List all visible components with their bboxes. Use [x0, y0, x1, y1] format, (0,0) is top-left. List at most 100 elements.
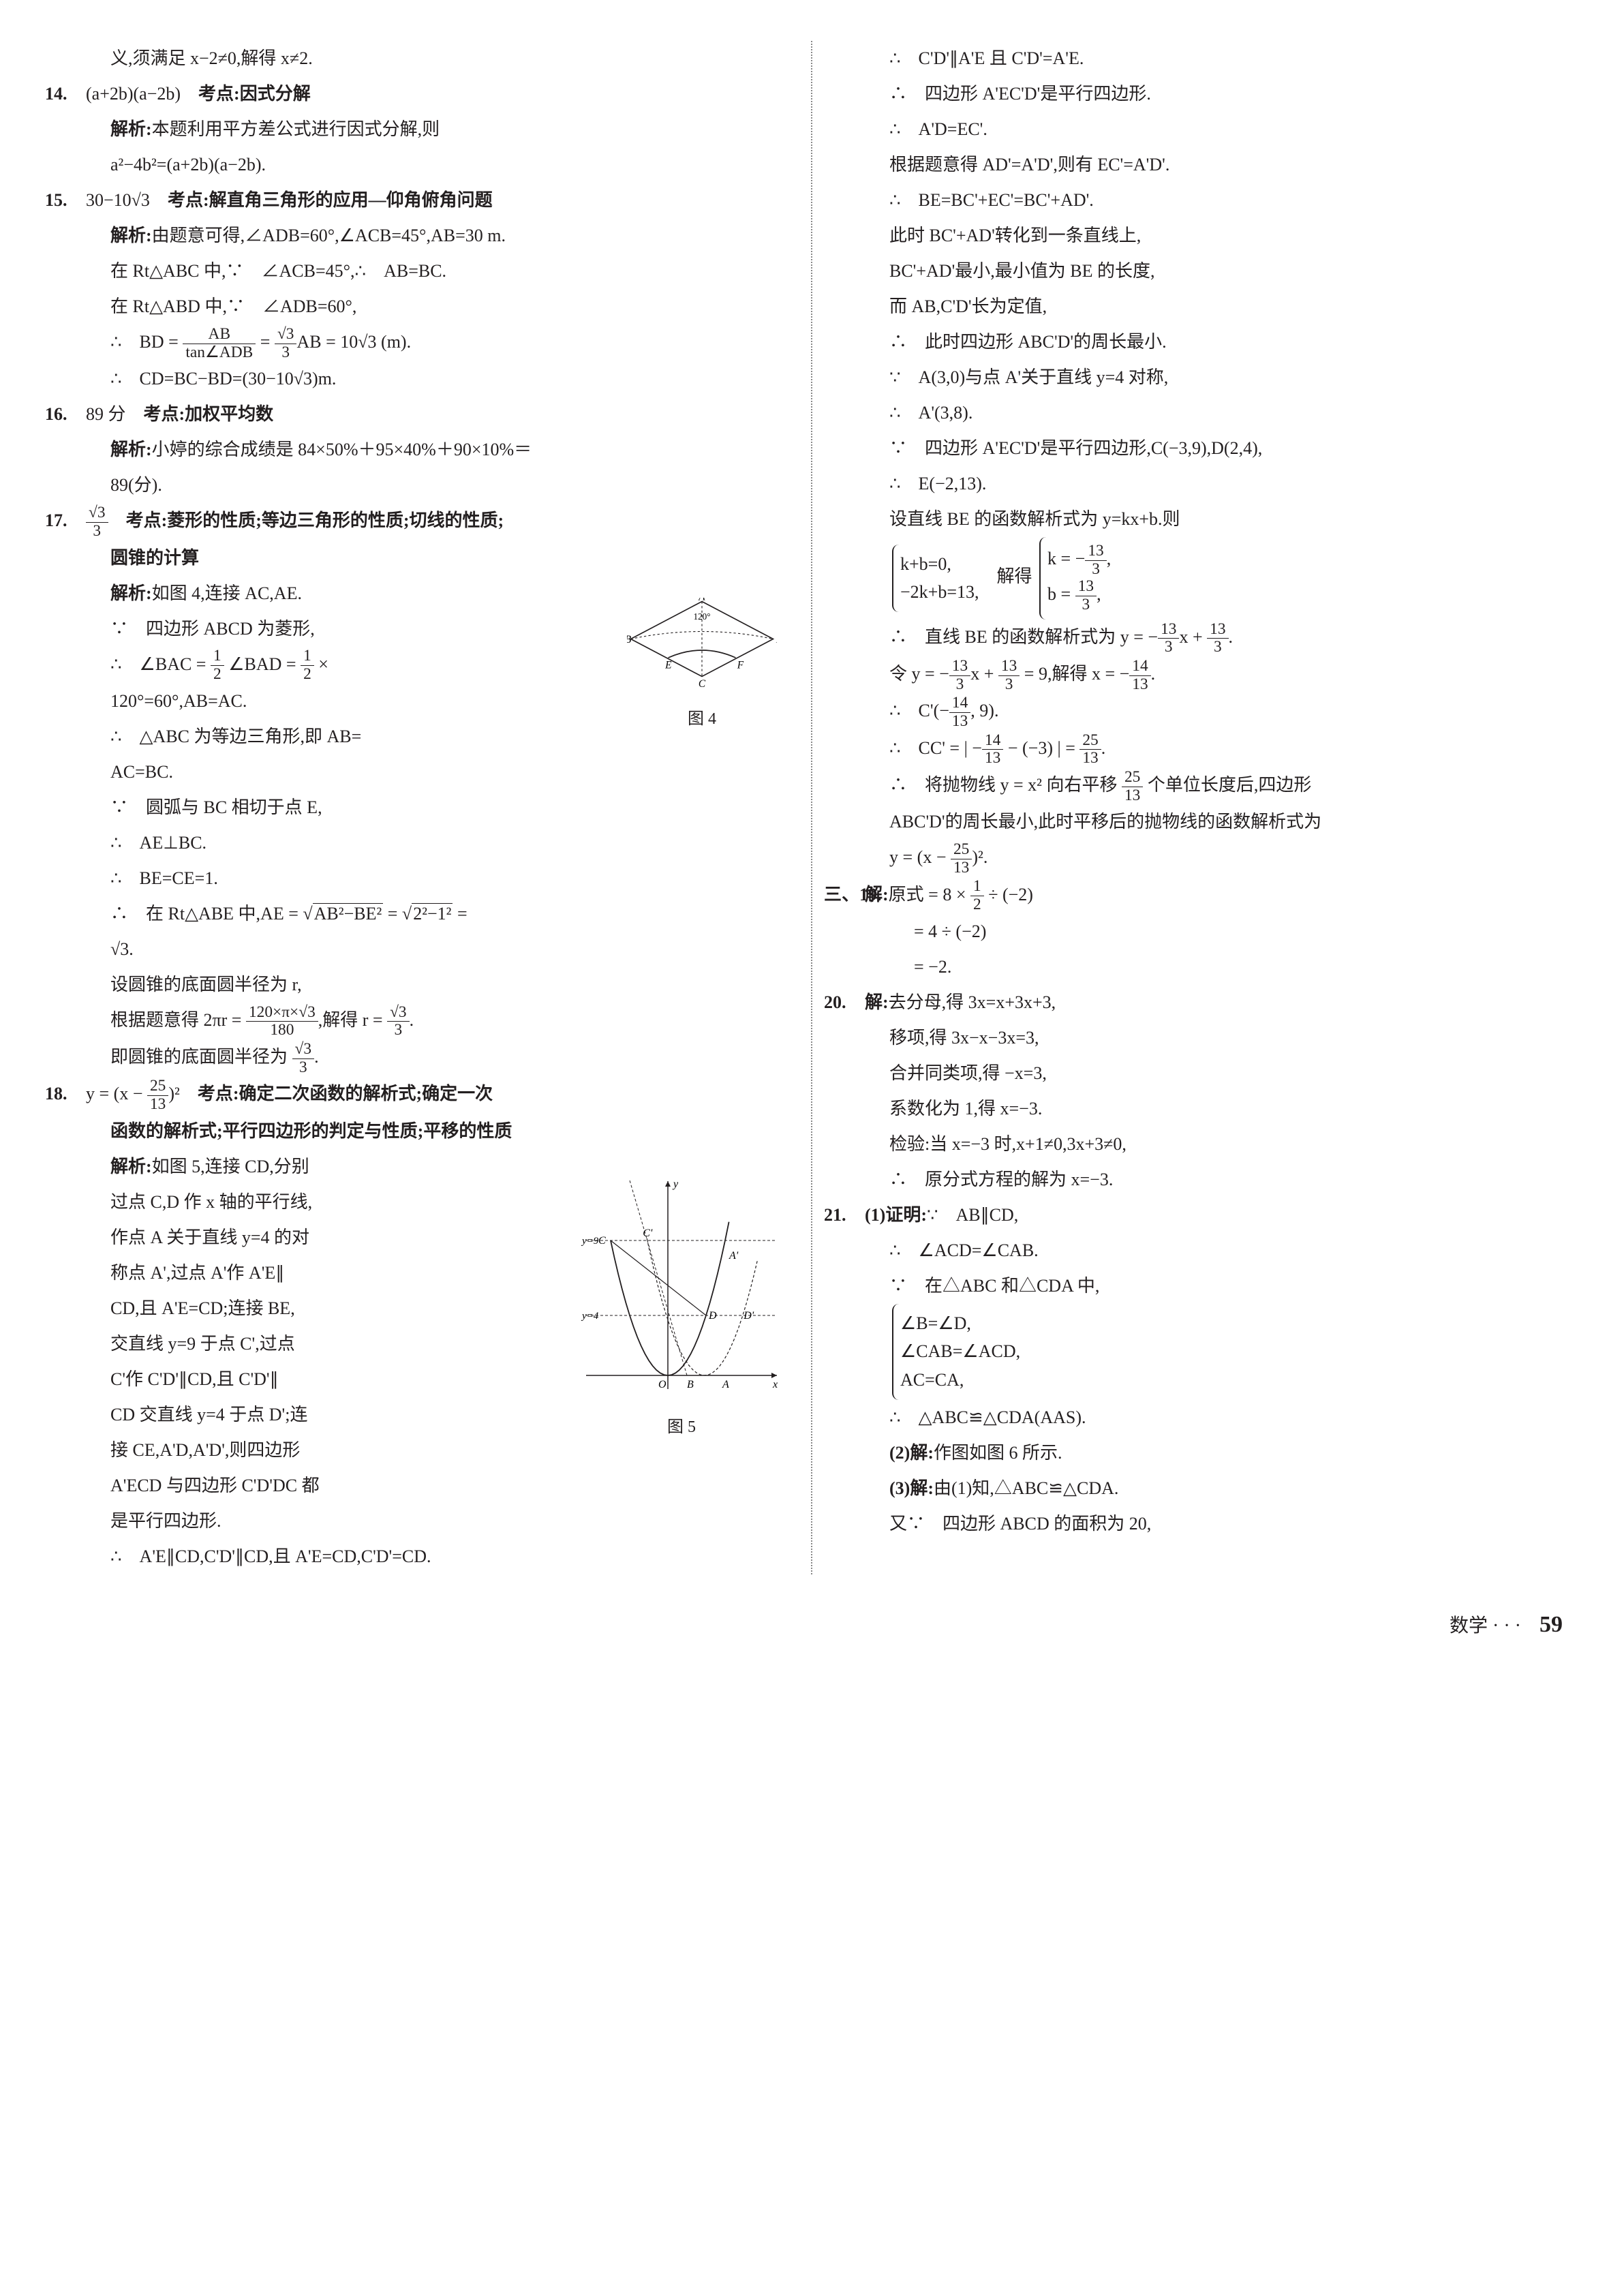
text-line: 函数的解析式;平行四边形的判定与性质;平移的性质: [61, 1114, 784, 1149]
text-line: ∴ BE=CE=1.: [61, 861, 784, 896]
line-content: √3.: [110, 939, 134, 959]
line-content: (1)证明:∵ AB∥CD,: [865, 1205, 1018, 1225]
text-line: √3.: [61, 932, 784, 967]
line-content: 系数化为 1,得 x=−3.: [889, 1099, 1042, 1118]
problem-number: 三、19.: [824, 877, 882, 913]
line-content: 解:去分母,得 3x=x+3x+3,: [865, 992, 1056, 1012]
svg-text:A: A: [698, 598, 705, 603]
line-content: ∵ 四边形 A'EC'D'是平行四边形,C(−3,9),D(2,4),: [889, 438, 1262, 458]
text-line: ∴ A'(3,8).: [840, 395, 1563, 431]
text-line: 18.y = (x − 2513)² 考点:确定二次函数的解析式;确定一次: [61, 1076, 784, 1113]
text-line: 系数化为 1,得 x=−3.: [840, 1091, 1563, 1127]
text-line: 合并同类项,得 −x=3,: [840, 1056, 1563, 1091]
page-footer: 数学 · · · 59: [61, 1574, 1563, 1648]
text-line: ∴ C'D'∥A'E 且 C'D'=A'E.: [840, 41, 1563, 76]
text-line: 解析:本题利用平方差公式进行因式分解,则: [61, 112, 784, 147]
line-content: 解:原式 = 8 × 12 ÷ (−2): [865, 885, 1033, 904]
text-line: ∴ △ABC≌△CDA(AAS).: [840, 1400, 1563, 1435]
text-line: ∴ A'D=EC'.: [840, 112, 1563, 147]
column-divider: [811, 41, 813, 1574]
text-line: 设直线 BE 的函数解析式为 y=kx+b.则: [840, 502, 1563, 537]
text-line: BC'+AD'最小,最小值为 BE 的长度,: [840, 254, 1563, 289]
line-content: BC'+AD'最小,最小值为 BE 的长度,: [889, 261, 1155, 281]
line-content: = 4 ÷ (−2): [914, 921, 986, 941]
text-line: 解析:小婷的综合成绩是 84×50%＋95×40%＋90×10%＝: [61, 432, 784, 468]
text-line: 解析:如图 5,连接 CD,分别 O B A C D E A' C' D' x …: [61, 1149, 784, 1185]
line-content: ∴ C'D'∥A'E 且 C'D'=A'E.: [889, 48, 1084, 68]
svg-text:E: E: [625, 1178, 632, 1180]
line-content: y = (x − 2513)².: [889, 847, 987, 867]
text-line: y = (x − 2513)².: [840, 840, 1563, 877]
line-content: ∴ ∠BAC = 12 ∠BAD = 12 ×: [110, 654, 328, 674]
text-line: ∴ 在 Rt△ABE 中,AE = √AB²−BE² = √2²−1² =: [61, 896, 784, 932]
line-content: 函数的解析式;平行四边形的判定与性质;平移的性质: [110, 1121, 512, 1141]
text-line: 14.(a+2b)(a−2b) 考点:因式分解: [61, 76, 784, 112]
line-content: ∴ CC' = | −1413 − (−3) | = 2513.: [889, 738, 1105, 758]
line-content: AC=BC.: [110, 762, 173, 782]
line-content: 设直线 BE 的函数解析式为 y=kx+b.则: [889, 509, 1180, 529]
line-content: 120°=60°,AB=AC.: [110, 691, 247, 711]
text-line: A'ECD 与四边形 C'D'DC 都: [61, 1468, 784, 1504]
text-line: (3)解:由(1)知,△ABC≌△CDA.: [840, 1471, 1563, 1506]
text-line: ∴ CD=BC−BD=(30−10√3)m.: [61, 361, 784, 397]
text-line: = −2.: [840, 949, 1563, 985]
text-line: ∴ 此时四边形 ABC'D'的周长最小.: [840, 324, 1563, 360]
text-line: 此时 BC'+AD'转化到一条直线上,: [840, 218, 1563, 254]
text-line: 即圆锥的底面圆半径为 √33.: [61, 1039, 784, 1076]
line-content: CD,且 A'E=CD;连接 BE,: [110, 1298, 295, 1318]
text-line: ∴ 原分式方程的解为 x=−3.: [840, 1162, 1563, 1198]
text-line: ∴ BE=BC'+EC'=BC'+AD'.: [840, 183, 1563, 218]
line-content: k+b=0,−2k+b=13, 解得 k = −133,b = 133,: [889, 566, 1111, 586]
line-content: ∠B=∠D,∠CAB=∠ACD,AC=CA,: [889, 1340, 1020, 1360]
line-content: ∴ BE=CE=1.: [110, 868, 218, 888]
line-content: 是平行四边形.: [110, 1511, 221, 1531]
text-line: 20.解:去分母,得 3x=x+3x+3,: [840, 985, 1563, 1020]
line-content: 称点 A',过点 A'作 A'E∥: [110, 1263, 284, 1283]
text-line: 17.√33 考点:菱形的性质;等边三角形的性质;切线的性质;: [61, 503, 784, 540]
problem-number: 20.: [824, 985, 846, 1020]
text-line: 在 Rt△ABD 中,∵ ∠ADB=60°,: [61, 289, 784, 324]
line-content: 又∵ 四边形 ABCD 的面积为 20,: [889, 1514, 1151, 1534]
text-line: ∴ ∠BAC = 12 ∠BAD = 12 ×: [61, 647, 784, 684]
text-line: 89(分).: [61, 468, 784, 503]
line-content: 令 y = −133x + 133 = 9,解得 x = −1413.: [889, 664, 1155, 684]
text-line: ∴ △ABC 为等边三角形,即 AB=: [61, 719, 784, 755]
line-content: 即圆锥的底面圆半径为 √33.: [110, 1047, 319, 1067]
line-content: ∴ A'(3,8).: [889, 403, 972, 423]
text-line: ∴ BD = ABtan∠ADB = √33AB = 10√3 (m).: [61, 324, 784, 361]
line-content: ∴ BD = ABtan∠ADB = √33AB = 10√3 (m).: [110, 332, 411, 352]
text-line: = 4 ÷ (−2): [840, 914, 1563, 949]
line-content: 义,须满足 x−2≠0,解得 x≠2.: [110, 48, 313, 68]
line-content: (a+2b)(a−2b) 考点:因式分解: [86, 84, 311, 104]
text-line: 在 Rt△ABC 中,∵ ∠ACB=45°,∴ AB=BC.: [61, 254, 784, 289]
line-content: (2)解:作图如图 6 所示.: [889, 1443, 1062, 1463]
text-line: ABC'D'的周长最小,此时平移后的抛物线的函数解析式为: [840, 804, 1563, 840]
text-line: ∴ CC' = | −1413 − (−3) | = 2513.: [840, 731, 1563, 767]
text-line: 圆锥的计算: [61, 540, 784, 576]
line-content: 合并同类项,得 −x=3,: [889, 1063, 1047, 1083]
text-line: 过点 C,D 作 x 轴的平行线,: [61, 1185, 784, 1220]
problem-number: 18.: [45, 1076, 67, 1112]
footer-dots: · · ·: [1492, 1615, 1521, 1636]
line-content: 设圆锥的底面圆半径为 r,: [110, 975, 302, 994]
text-line: ∴ C'(−1413, 9).: [840, 693, 1563, 730]
text-line: 解析:如图 4,连接 AC,AE. A B C D E F 120° 图 4: [61, 576, 784, 611]
text-line: ∴ AE⊥BC.: [61, 825, 784, 861]
text-line: 21.(1)证明:∵ AB∥CD,: [840, 1198, 1563, 1233]
line-content: 检验:当 x=−3 时,x+1≠0,3x+3≠0,: [889, 1134, 1127, 1154]
line-content: a²−4b²=(a+2b)(a−2b).: [110, 155, 266, 174]
line-content: ∴ A'D=EC'.: [889, 119, 987, 139]
line-content: ∵ A(3,0)与点 A'关于直线 y=4 对称,: [889, 367, 1168, 387]
text-line: 根据题意得 AD'=A'D',则有 EC'=A'D'.: [840, 147, 1563, 183]
line-content: √33 考点:菱形的性质;等边三角形的性质;切线的性质;: [86, 510, 504, 530]
text-line: 根据题意得 2πr = 120×π×√3180,解得 r = √33.: [61, 1003, 784, 1039]
text-line: 是平行四边形.: [61, 1504, 784, 1539]
text-line: 义,须满足 x−2≠0,解得 x≠2.: [61, 41, 784, 76]
line-content: 解析:由题意可得,∠ADB=60°,∠ACB=45°,AB=30 m.: [110, 226, 506, 245]
line-content: ABC'D'的周长最小,此时平移后的抛物线的函数解析式为: [889, 812, 1321, 832]
text-line: ∵ 在△ABC 和△CDA 中,: [840, 1268, 1563, 1304]
problem-number: 17.: [45, 503, 67, 538]
line-content: 作点 A 关于直线 y=4 的对: [110, 1228, 309, 1247]
line-content: A'ECD 与四边形 C'D'DC 都: [110, 1476, 320, 1495]
text-line: ∴ 直线 BE 的函数解析式为 y = −133x + 133.: [840, 620, 1563, 656]
